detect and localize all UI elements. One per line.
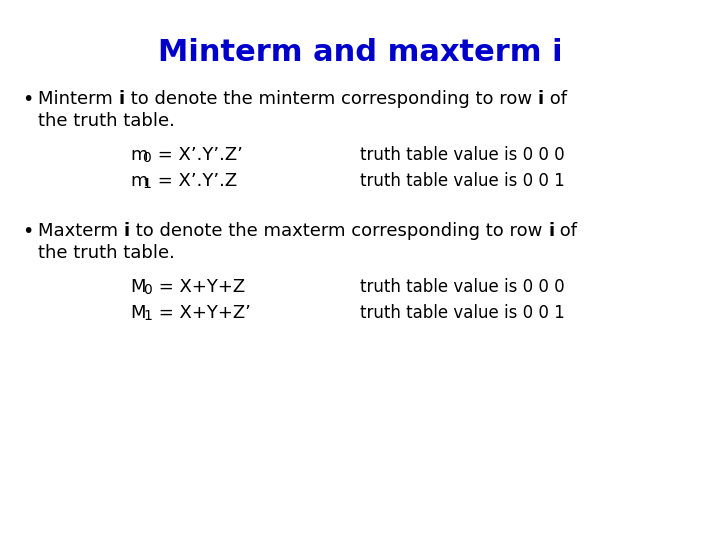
Text: 1: 1 [142, 177, 151, 191]
Text: •: • [22, 90, 33, 109]
Text: i: i [538, 90, 544, 108]
Text: = X+Y+Z: = X+Y+Z [153, 278, 245, 296]
Text: truth table value is 0 0 1: truth table value is 0 0 1 [360, 172, 564, 190]
Text: truth table value is 0 0 1: truth table value is 0 0 1 [360, 304, 564, 322]
Text: Minterm and maxterm i: Minterm and maxterm i [158, 38, 562, 67]
Text: to denote the maxterm corresponding to row: to denote the maxterm corresponding to r… [130, 222, 548, 240]
Text: the truth table.: the truth table. [38, 112, 175, 130]
Text: = X+Y+Z’: = X+Y+Z’ [153, 304, 251, 322]
Text: truth table value is 0 0 0: truth table value is 0 0 0 [360, 146, 564, 164]
Text: i: i [548, 222, 554, 240]
Text: = X’.Y’.Z’: = X’.Y’.Z’ [152, 146, 243, 164]
Text: truth table value is 0 0 0: truth table value is 0 0 0 [360, 278, 564, 296]
Text: = X’.Y’.Z: = X’.Y’.Z [152, 172, 237, 190]
Text: i: i [124, 222, 130, 240]
Text: 0: 0 [143, 283, 152, 297]
Text: 1: 1 [143, 309, 152, 323]
Text: of: of [554, 222, 577, 240]
Text: of: of [544, 90, 567, 108]
Text: 0: 0 [142, 151, 150, 165]
Text: i: i [119, 90, 125, 108]
Text: Maxterm: Maxterm [38, 222, 124, 240]
Text: to denote the minterm corresponding to row: to denote the minterm corresponding to r… [125, 90, 538, 108]
Text: m: m [130, 146, 148, 164]
Text: m: m [130, 172, 148, 190]
Text: M: M [130, 304, 145, 322]
Text: •: • [22, 222, 33, 241]
Text: Minterm: Minterm [38, 90, 119, 108]
Text: M: M [130, 278, 145, 296]
Text: the truth table.: the truth table. [38, 244, 175, 262]
